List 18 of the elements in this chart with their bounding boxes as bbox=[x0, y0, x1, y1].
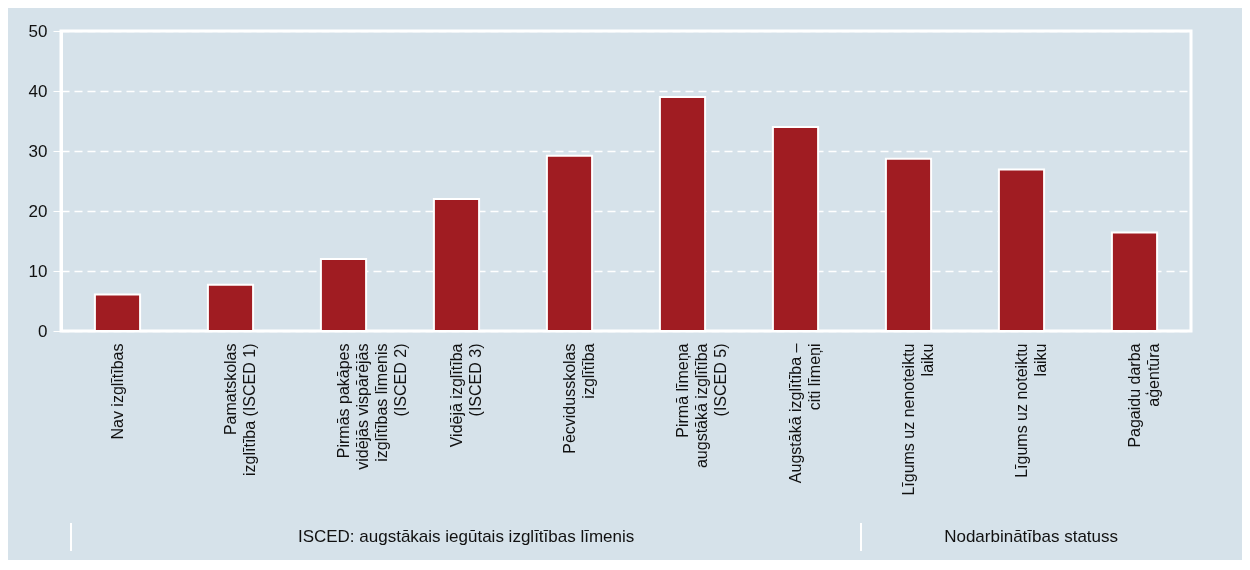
y-tick-label: 20 bbox=[28, 201, 48, 221]
x-tick-label: Augstākā izglītība – citi līmeņi bbox=[786, 343, 823, 484]
x-tick-label: Vidējā izglītība (ISCED 3) bbox=[447, 343, 484, 448]
x-tick-label: Pēcvidusskolas izglītība bbox=[560, 343, 597, 454]
y-tick-label: 0 bbox=[38, 321, 48, 341]
x-tick-label: Pirmā līmeņa augstākā izglītība (ISCED 5) bbox=[673, 343, 729, 469]
y-tick-label: 30 bbox=[28, 141, 48, 161]
y-tick-label: 10 bbox=[28, 261, 48, 281]
x-tick-label: Pagaidu darba aģentūra bbox=[1125, 343, 1162, 448]
x-tick-label: Nav izglītības bbox=[108, 343, 126, 440]
text: ISCED: augstākais iegūtais izglītības līmenis bbox=[70, 523, 861, 551]
x-tick-label: Pirmās pakāpes vidējās vispārējās izglītības līmenis (ISCED 2) bbox=[334, 343, 409, 470]
x-tick-label: Līgums uz nenoteiktu laiku bbox=[899, 343, 936, 496]
text: Nodarbinātības statuss bbox=[860, 523, 1200, 551]
x-tick-label: Pamatskolas izglītība (ISCED 1) bbox=[221, 343, 258, 476]
y-tick-label: 50 bbox=[28, 21, 48, 41]
y-tick-label: 40 bbox=[28, 81, 48, 101]
x-tick-label: Līgums uz noteiktu laiku bbox=[1012, 343, 1049, 478]
